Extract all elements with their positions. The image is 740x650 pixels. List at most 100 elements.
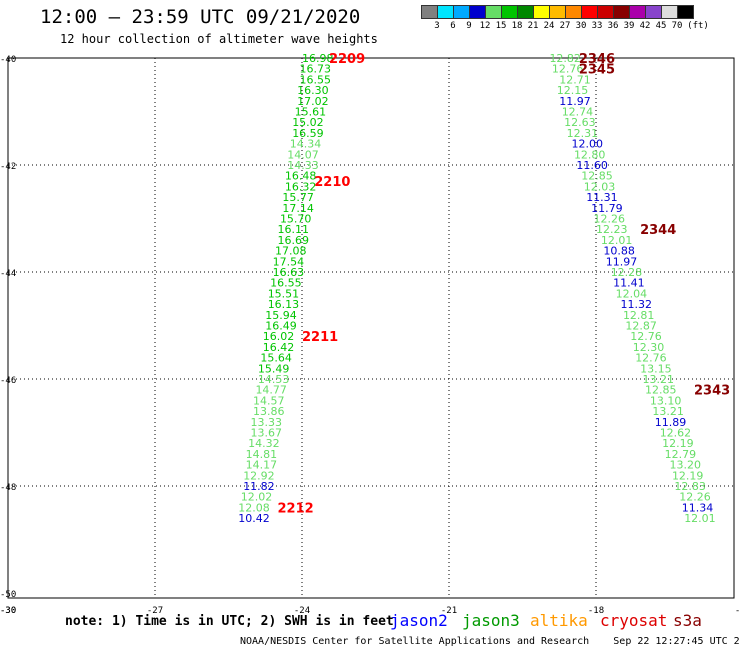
chart-subtitle: 12 hour collection of altimeter wave hei… <box>60 32 378 46</box>
wave-height-value: 12.79 <box>665 448 697 461</box>
wave-height-value: 13.10 <box>650 394 682 407</box>
legend-label: 3 <box>434 21 440 31</box>
legend-label: 45 <box>655 21 667 31</box>
wave-height-value: 14.07 <box>287 148 319 161</box>
wave-height-value: 11.82 <box>243 480 275 493</box>
wave-height-value: 12.26 <box>594 213 626 226</box>
wave-height-value: 12.80 <box>574 148 606 161</box>
wave-height-value: 12.92 <box>243 469 275 482</box>
note-text: note: 1) Time is in UTC; 2) SWH is in fe… <box>65 614 394 629</box>
wave-height-value: 12.76 <box>552 63 584 76</box>
wave-height-value: 14.57 <box>253 394 285 407</box>
wave-height-value: 13.21 <box>643 373 675 386</box>
wave-height-value: 16.59 <box>292 127 324 140</box>
wave-height-value: 12.83 <box>674 480 706 493</box>
satellite-jason2: jason2 <box>390 611 448 630</box>
x-tick-label: -15 <box>735 606 740 616</box>
wave-height-value: 12.31 <box>567 127 599 140</box>
legend-label: 9 <box>466 21 472 31</box>
x-tick-label: -27 <box>147 606 163 616</box>
x-tick-label: -18 <box>588 606 604 616</box>
grid-lines <box>7 57 735 599</box>
x-tick-label: -21 <box>441 606 457 616</box>
wave-height-value: 15.02 <box>292 116 324 129</box>
wave-height-value: 14.17 <box>246 459 278 472</box>
wave-height-value: 17.08 <box>275 245 307 258</box>
wave-height-value: 12.28 <box>611 266 643 279</box>
legend-unit: (ft) <box>687 21 709 31</box>
wave-height-value: 12.03 <box>584 180 616 193</box>
plot-frame <box>7 57 735 599</box>
wave-height-value: 15.94 <box>265 309 297 322</box>
wave-height-value: 12.62 <box>660 427 692 440</box>
wave-height-value: 15.64 <box>260 352 292 365</box>
wave-height-value: 10.88 <box>603 245 635 258</box>
legend-label: 21 <box>527 21 539 31</box>
wave-height-value: 16.13 <box>268 298 300 311</box>
wave-height-value: 11.41 <box>613 277 645 290</box>
legend-label: 18 <box>511 21 523 31</box>
wave-height-value: 16.32 <box>285 180 317 193</box>
legend-swatches <box>421 5 703 19</box>
time-label: 2212 <box>278 501 314 516</box>
wave-height-value: 12.01 <box>601 234 633 247</box>
legend-label: 70 <box>671 21 683 31</box>
wave-height-value: 13.67 <box>251 427 282 440</box>
wave-height-points: 16.9816.7316.5516.3017.0215.6115.0216.59… <box>238 52 715 525</box>
wave-height-value: 12.01 <box>684 512 716 525</box>
time-label: 2209 <box>329 52 365 67</box>
wave-height-value: 17.02 <box>297 95 329 108</box>
legend-label: 42 <box>639 21 651 31</box>
wave-height-value: 13.33 <box>251 416 282 429</box>
time-label: 2210 <box>314 175 350 190</box>
wave-height-value: 13.15 <box>640 362 672 375</box>
wave-height-value: 12.85 <box>581 170 613 183</box>
wave-height-value: 11.31 <box>586 191 618 204</box>
legend-label: 12 <box>479 21 491 31</box>
axis-ticks: -30-27-24-21-18-15-40-42-44-46-48-50-30 <box>0 55 740 616</box>
wave-height-value: 12.19 <box>672 469 704 482</box>
legend-label: 30 <box>575 21 587 31</box>
wave-height-value: 12.26 <box>679 491 711 504</box>
chart-title: 12:00 – 23:59 UTC 09/21/2020 <box>40 6 361 28</box>
wave-height-value: 14.32 <box>248 437 280 450</box>
legend-label: 6 <box>450 21 456 31</box>
wave-height-value: 12.04 <box>616 287 648 300</box>
y-tick-label: -40 <box>0 55 16 65</box>
x-tick-label: -30 <box>0 606 16 616</box>
legend-label: 15 <box>495 21 507 31</box>
legend-label: 24 <box>543 21 555 31</box>
wave-height-value: 12.71 <box>559 73 591 86</box>
wave-height-value: 13.20 <box>670 459 702 472</box>
legend-swatch <box>677 5 694 19</box>
time-label: 2346 <box>579 52 615 67</box>
wave-height-value: 11.97 <box>559 95 591 108</box>
wave-height-value: 16.11 <box>278 223 310 236</box>
wave-height-value: 12.85 <box>645 384 677 397</box>
wave-height-value: 12.87 <box>625 320 657 333</box>
wave-height-value: 11.97 <box>606 255 638 268</box>
satellite-cryosat: cryosat <box>600 611 668 630</box>
wave-height-value: 12.19 <box>662 437 694 450</box>
wave-height-value: 17.54 <box>273 255 305 268</box>
wave-height-value: 15.77 <box>282 191 314 204</box>
wave-height-value: 12.15 <box>557 84 589 97</box>
wave-height-value: 12.76 <box>635 352 667 365</box>
wave-height-value: 16.69 <box>278 234 310 247</box>
y-tick-label: -48 <box>0 483 16 493</box>
wave-height-value: 13.86 <box>253 405 285 418</box>
time-label: 2345 <box>579 63 615 78</box>
legend-label: 36 <box>607 21 619 31</box>
wave-height-value: 12.74 <box>562 106 594 119</box>
wave-height-value: 16.42 <box>263 341 295 354</box>
wave-height-value: 16.55 <box>300 73 332 86</box>
legend-label: 33 <box>591 21 603 31</box>
wave-height-value: 16.49 <box>265 320 297 333</box>
y-tick-label: -50 <box>0 590 16 600</box>
y-tick-label: -46 <box>0 376 16 386</box>
wave-height-value: 12.00 <box>572 138 604 151</box>
wave-height-value: 11.89 <box>655 416 687 429</box>
wave-height-value: 10.42 <box>238 512 269 525</box>
legend-labels: 3 6 9 12 15 18 21 24 27 30 33 36 39 42 45 70 (ft) <box>421 21 709 31</box>
wave-height-value: 16.30 <box>297 84 329 97</box>
